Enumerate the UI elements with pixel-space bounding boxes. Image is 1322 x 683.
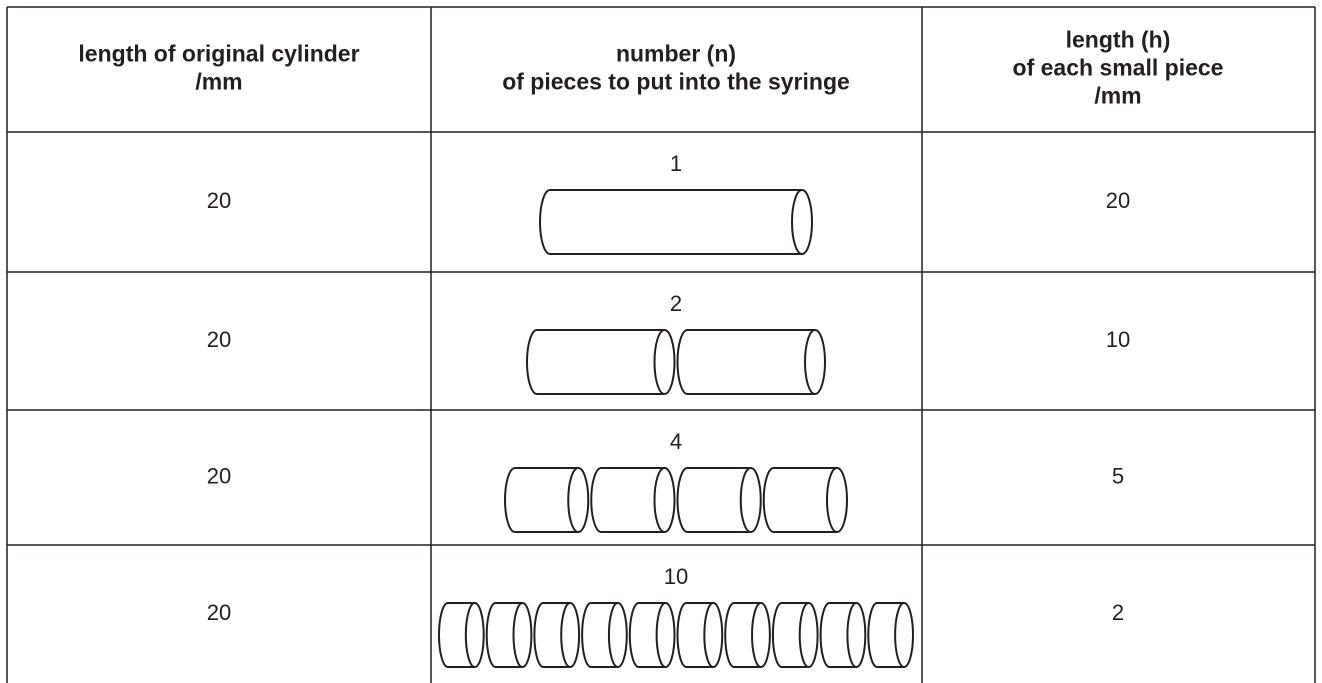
header-cell: length of original cylinder [78,41,359,67]
cylinder-end [846,602,867,668]
cylinder-end [739,467,762,533]
cylinder-piece [581,602,618,668]
cylinder-piece [676,329,815,395]
header-cell: number (n) [616,41,736,67]
cylinder-piece [762,467,837,533]
cylinder-piece [539,189,802,255]
cylinder-piece [867,602,905,668]
count-cell: 10 [664,564,688,589]
cylinder-pieces [504,467,848,533]
cylinder-piece [676,467,751,533]
cylinder-piece [504,467,579,533]
piece-length-cell: 2 [1112,600,1124,625]
cylinder-pieces [539,189,813,255]
cylinder-end [894,602,914,668]
cylinder-end [804,329,826,395]
header-cell: /mm [195,69,242,95]
table-rules [6,6,1316,683]
cylinder-piece [533,602,571,668]
length-cell: 20 [207,327,231,352]
count-cell: 1 [670,151,682,176]
header-cell: of pieces to put into the syringe [502,69,850,95]
cylinder-end [567,467,590,533]
cylinder-end [512,602,533,668]
cylinder-piece [724,602,761,668]
cylinder-end [798,602,819,668]
count-cell: 2 [670,291,682,316]
piece-length-cell: 5 [1112,463,1124,488]
cylinder-piece [819,602,857,668]
piece-length-cell: 10 [1106,327,1130,352]
cylinder-end [653,467,676,533]
cylinder-piece [526,329,665,395]
cylinder-piece [485,602,523,668]
cylinder-end [655,602,676,668]
header-cell: length (h) [1066,27,1171,53]
piece-length-cell: 20 [1106,188,1130,213]
cylinder-end [653,329,676,395]
cylinder-end [703,602,724,668]
cylinder-piece [438,602,475,668]
cylinder-pieces [438,602,914,668]
cylinder-piece [590,467,665,533]
cylinder-piece [628,602,666,668]
cylinder-end [560,602,581,668]
cylinder-end [791,189,813,255]
cylinder-end [751,602,771,668]
count-cell: 4 [670,429,682,454]
cylinder-end [607,602,628,668]
cylinder-piece [676,602,714,668]
length-cell: 20 [207,188,231,213]
cylinder-end [464,602,485,668]
header-cell: /mm [1094,83,1141,109]
length-cell: 20 [207,600,231,625]
header-cell: of each small piece [1013,55,1224,81]
length-cell: 20 [207,463,231,488]
cylinder-pieces [526,329,826,395]
cylinder-piece [771,602,809,668]
cylinder-end [826,467,848,533]
